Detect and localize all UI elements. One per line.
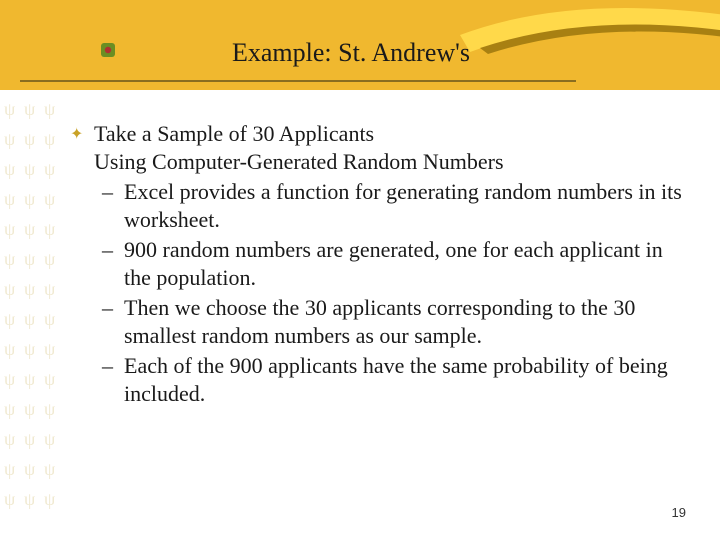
title-bullet-icon <box>100 42 116 58</box>
list-item-text: 900 random numbers are generated, one fo… <box>124 236 684 292</box>
star-bullet-icon: ✦ <box>70 124 84 138</box>
list-item: – Then we choose the 30 applicants corre… <box>102 294 684 350</box>
header-underline <box>20 80 576 82</box>
list-item-text: Then we choose the 30 applicants corresp… <box>124 294 684 350</box>
list-item: – Each of the 900 applicants have the sa… <box>102 352 684 408</box>
slide-title: Example: St. Andrew's <box>232 38 470 68</box>
list-item: – Excel provides a function for generati… <box>102 178 684 234</box>
content-line-1: Take a Sample of 30 Applicants <box>94 120 684 148</box>
dash-bullet: – <box>102 352 124 380</box>
dash-bullet: – <box>102 236 124 264</box>
list-item-text: Each of the 900 applicants have the same… <box>124 352 684 408</box>
list-item: – 900 random numbers are generated, one … <box>102 236 684 292</box>
content-line-2: Using Computer-Generated Random Numbers <box>94 148 684 176</box>
content-block: ✦ Take a Sample of 30 Applicants Using C… <box>74 120 684 410</box>
list-item-text: Excel provides a function for generating… <box>124 178 684 234</box>
sub-bullet-list: – Excel provides a function for generati… <box>102 178 684 408</box>
left-pattern: ψψψ ψψψ ψψψ ψψψ ψψψ ψψψ ψψψ ψψψ ψψψ ψψψ … <box>0 90 64 530</box>
dash-bullet: – <box>102 294 124 322</box>
dash-bullet: – <box>102 178 124 206</box>
page-number: 19 <box>672 505 686 520</box>
